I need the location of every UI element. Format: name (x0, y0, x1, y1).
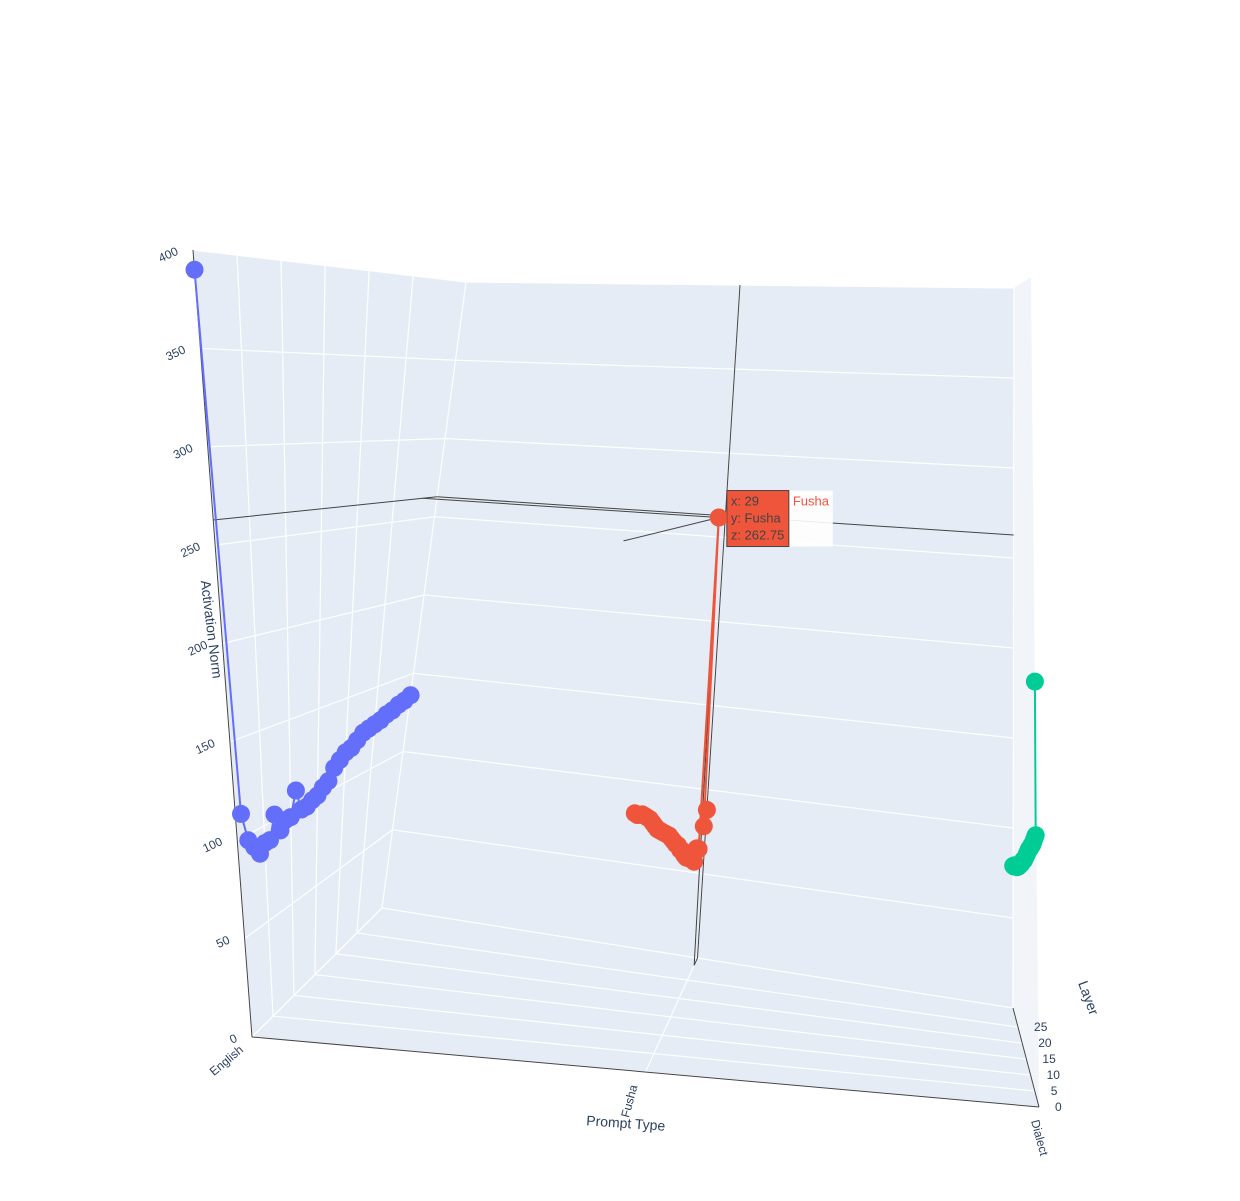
x-gridline (280, 260, 295, 996)
x-tick-label: 15 (1042, 1052, 1056, 1066)
z-gridline (215, 516, 435, 546)
hover-tooltip: x: 29 y: Fusha z: 262.75 Fusha (720, 490, 833, 548)
tooltip-box (726, 490, 790, 548)
spike-line (213, 496, 438, 521)
data-point[interactable] (286, 781, 305, 800)
x-tick-label: 0 (1055, 1100, 1062, 1114)
x-axis-title: Layer (1075, 979, 1102, 1018)
y-gridline (1012, 287, 1015, 1009)
data-point[interactable] (185, 260, 204, 279)
x-gridline (356, 275, 414, 934)
end-wall-plane (1013, 277, 1039, 1107)
x-tick-label: 10 (1047, 1068, 1061, 1082)
data-point[interactable] (265, 805, 284, 824)
y-axis-title: Prompt Type (586, 1112, 666, 1133)
background-planes (193, 250, 1039, 1107)
series-fusha[interactable] (625, 508, 728, 871)
tooltip-z-line: z: 262.75 (731, 528, 785, 543)
data-point[interactable] (239, 831, 258, 850)
z-tick-label: 400 (156, 244, 180, 265)
tooltip-name-background (788, 490, 833, 547)
data-point[interactable] (232, 804, 250, 823)
spike-line (623, 517, 719, 542)
x-tick-label: 25 (1034, 1020, 1048, 1034)
data-point[interactable] (709, 508, 728, 527)
z-gridline (207, 437, 446, 448)
data-point[interactable] (1025, 672, 1044, 691)
x-gridline (236, 255, 274, 1017)
x-tick-label: 20 (1038, 1036, 1052, 1050)
data-point[interactable] (694, 817, 713, 836)
y-gridline (381, 281, 467, 909)
data-point[interactable] (1026, 826, 1045, 845)
z-tick-label: 300 (171, 441, 195, 462)
x-tick-label: 5 (1051, 1084, 1058, 1098)
series-english[interactable] (185, 260, 420, 863)
x-gridline (314, 265, 326, 975)
tooltip-x-line: x: 29 (731, 494, 759, 509)
z-gridline (200, 347, 456, 361)
z-tick-label: 50 (214, 933, 232, 951)
y-gridline (251, 907, 383, 1038)
z-axis-line (192, 249, 253, 1038)
y-tick-label: Fusha (618, 1083, 640, 1119)
z-gridline (244, 829, 393, 940)
back-wall-plane (382, 282, 1014, 1008)
axis-lines (192, 249, 1040, 1108)
y-tick-label: English (207, 1043, 246, 1079)
data-series[interactable] (185, 260, 1045, 877)
x-gridline (335, 270, 370, 954)
series-dialect[interactable] (1004, 672, 1045, 877)
x-axis-line (1012, 1007, 1040, 1108)
z-gridline (229, 672, 414, 743)
data-point[interactable] (697, 800, 716, 819)
tooltip-trace-name: Fusha (793, 494, 830, 509)
spike-to-side-wall (422, 497, 719, 519)
z-tick-label: 150 (193, 736, 217, 757)
z-tick-label: 100 (200, 834, 224, 855)
z-tick-label: 250 (178, 539, 202, 560)
z-gridline (192, 249, 467, 283)
z-gridline (222, 594, 425, 645)
y-tick-label: Dialect (1028, 1118, 1051, 1158)
z-tick-label: 350 (164, 342, 188, 363)
y-gridline (644, 957, 699, 1073)
data-point[interactable] (625, 804, 644, 823)
tooltip-y-line: y: Fusha (731, 511, 782, 526)
tooltip-pointer (720, 512, 727, 525)
y-axis-line (251, 1036, 1040, 1108)
spike-line (693, 957, 698, 966)
floor-plane (252, 908, 1039, 1107)
